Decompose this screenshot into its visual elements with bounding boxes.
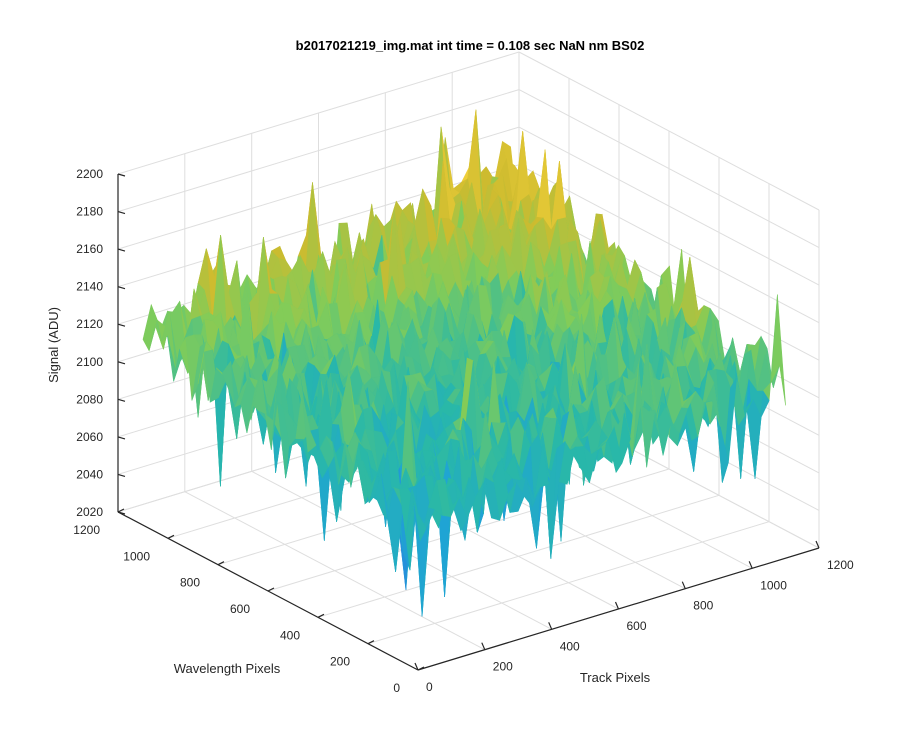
y-tick-mark [367, 640, 375, 645]
x-tick-label: 1000 [760, 578, 787, 592]
z-tick-mark [117, 323, 126, 327]
z-tick-label: 2200 [76, 167, 103, 181]
grid-line [267, 468, 670, 592]
grid-line [117, 89, 520, 213]
x-tick-label: 200 [493, 660, 513, 674]
surface-mesh [142, 109, 786, 617]
z-tick-mark [117, 361, 126, 365]
y-tick-mark [167, 534, 175, 539]
y-tick-label: 400 [280, 628, 300, 642]
z-tick-mark [117, 211, 126, 215]
grid-line [518, 126, 820, 286]
x-tick-label: 1200 [827, 558, 854, 572]
y-tick-mark [417, 666, 425, 671]
z-tick-label: 2140 [76, 280, 103, 294]
grid-line [518, 164, 820, 324]
surface-cell [411, 487, 427, 542]
z-tick-label: 2100 [76, 355, 103, 369]
x-tick-mark [815, 540, 820, 549]
x-tick-mark [548, 622, 553, 630]
y-tick-label: 1000 [123, 549, 150, 563]
y-tick-mark [117, 508, 125, 513]
x-tick-mark [414, 662, 419, 671]
z-tick-label: 2080 [76, 392, 103, 406]
z-tick-mark [117, 286, 126, 290]
axis-lines [117, 173, 820, 671]
y-axis-label: Wavelength Pixels [174, 661, 281, 676]
y-tick-label: 600 [230, 602, 250, 616]
y-tick-mark [217, 561, 225, 566]
x-tick-label: 600 [627, 619, 647, 633]
z-tick-mark [117, 473, 126, 477]
z-tick-label: 2120 [76, 317, 103, 331]
x-tick-label: 800 [693, 599, 713, 613]
y-tick-label: 800 [180, 576, 200, 590]
z-tick-mark [117, 511, 126, 515]
y-tick-label: 200 [330, 655, 350, 669]
y-tick-label: 0 [393, 681, 400, 695]
x-tick-label: 0 [426, 680, 433, 694]
z-tick-mark [117, 173, 126, 177]
z-tick-label: 2180 [76, 205, 103, 219]
z-tick-label: 2020 [76, 505, 103, 519]
z-tick-label: 2060 [76, 430, 103, 444]
z-tick-mark [117, 436, 126, 440]
x-tick-mark [614, 601, 620, 610]
tick-labels: 0 200 400 600 800 1000 1200 0 200 400 600 800 1000 12… [73, 167, 854, 695]
grid-line [367, 521, 770, 645]
y-tick-mark [267, 587, 275, 592]
x-tick-mark [481, 642, 486, 650]
grid-line [117, 51, 520, 175]
x-tick-label: 400 [560, 639, 580, 653]
z-axis-label: Signal (ADU) [46, 307, 61, 383]
y-tick-label: 1200 [73, 523, 100, 537]
y-tick-mark [317, 613, 325, 618]
z-tick-mark [117, 248, 126, 252]
grid-line [317, 494, 720, 618]
z-tick-label: 2160 [76, 242, 103, 256]
x-axis-label: Track Pixels [580, 670, 651, 685]
x-tick-mark [748, 561, 753, 569]
chart-title: b2017021219_img.mat int time = 0.108 sec… [296, 38, 645, 53]
x-tick-mark [681, 581, 686, 589]
z-tick-label: 2040 [76, 467, 103, 481]
grid-line [518, 51, 820, 211]
z-tick-mark [117, 398, 126, 402]
grid-line [518, 89, 820, 249]
grid-line [117, 126, 520, 250]
